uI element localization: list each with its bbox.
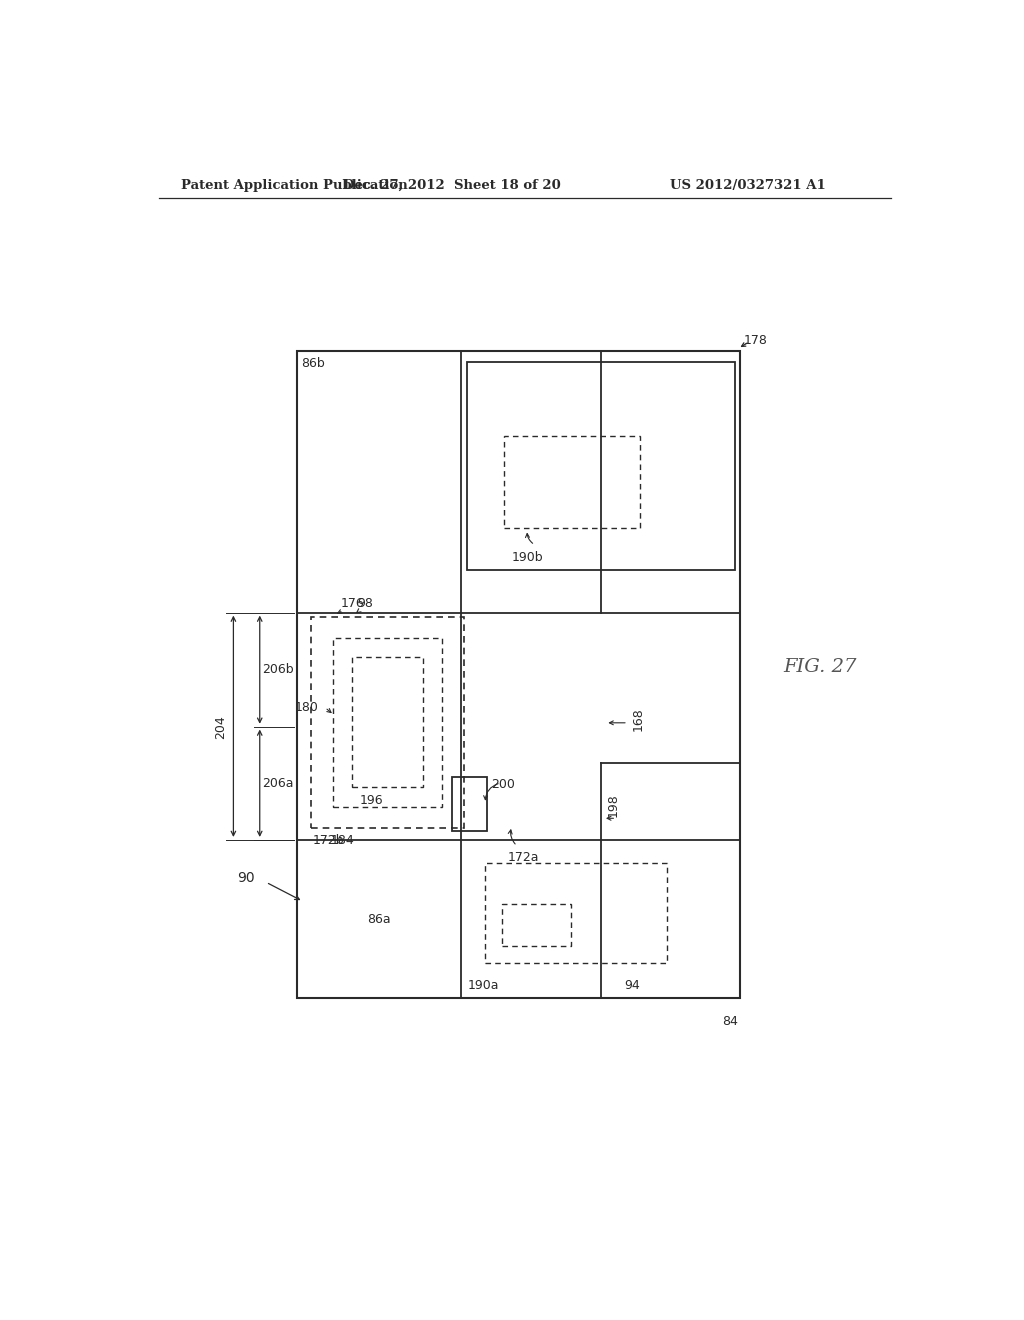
Bar — [352, 657, 423, 788]
Text: 190b: 190b — [512, 552, 544, 564]
Text: US 2012/0327321 A1: US 2012/0327321 A1 — [671, 178, 826, 191]
Text: Dec. 27, 2012  Sheet 18 of 20: Dec. 27, 2012 Sheet 18 of 20 — [343, 178, 561, 191]
Bar — [311, 616, 464, 829]
Text: 178: 178 — [744, 334, 768, 347]
Text: 190a: 190a — [467, 978, 499, 991]
Text: 86a: 86a — [368, 912, 391, 925]
Bar — [504, 436, 640, 528]
Bar — [467, 363, 735, 570]
Bar — [452, 776, 486, 830]
Bar — [484, 863, 667, 964]
Text: 90: 90 — [237, 871, 254, 886]
Text: 206a: 206a — [262, 777, 294, 791]
Bar — [297, 351, 740, 998]
Text: 204: 204 — [214, 715, 227, 738]
Text: 172b: 172b — [312, 834, 344, 847]
Text: 98: 98 — [357, 598, 374, 610]
Bar — [333, 638, 442, 807]
Text: FIG. 27: FIG. 27 — [783, 657, 856, 676]
Text: 94: 94 — [624, 978, 640, 991]
Text: 86b: 86b — [301, 358, 325, 370]
Text: 184: 184 — [331, 834, 354, 847]
Text: 196: 196 — [359, 793, 383, 807]
Text: Patent Application Publication: Patent Application Publication — [180, 178, 408, 191]
Text: 200: 200 — [490, 777, 515, 791]
Bar — [502, 904, 571, 946]
Text: 198: 198 — [607, 793, 620, 817]
Text: 172a: 172a — [508, 851, 540, 865]
Text: 168: 168 — [632, 708, 645, 731]
Text: 206b: 206b — [262, 663, 294, 676]
Text: 180: 180 — [295, 701, 318, 714]
Text: 84: 84 — [722, 1015, 738, 1028]
Text: 176: 176 — [340, 598, 365, 610]
